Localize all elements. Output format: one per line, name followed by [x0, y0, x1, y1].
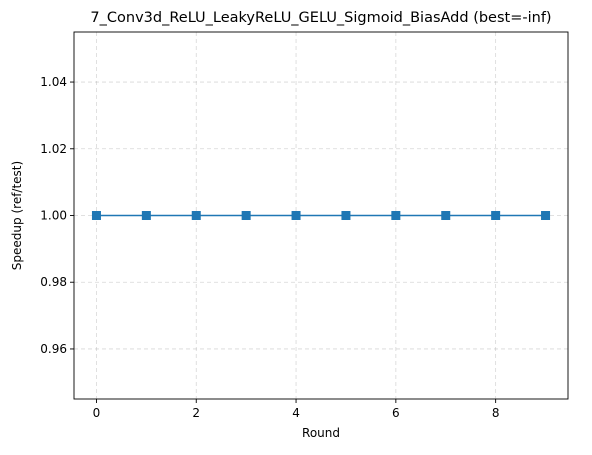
- y-tick-label: 1.00: [40, 209, 67, 223]
- x-tick-label: 2: [192, 406, 200, 420]
- data-point: [241, 211, 251, 220]
- series-layer: [91, 211, 551, 220]
- chart-title: 7_Conv3d_ReLU_LeakyReLU_GELU_Sigmoid_Bia…: [90, 10, 551, 26]
- data-point: [291, 211, 301, 220]
- x-tick-label: 0: [93, 406, 101, 420]
- data-point: [141, 211, 151, 220]
- x-tick-label: 4: [292, 406, 300, 420]
- y-tick-label: 1.04: [40, 75, 67, 89]
- data-point: [391, 211, 401, 220]
- y-axis-label: Speedup (ref/test): [10, 161, 24, 270]
- data-point: [441, 211, 451, 220]
- ticks: 0 2 4 6 8 0.96 0.98 1.00 1.02 1.04: [40, 75, 499, 420]
- y-tick-label: 1.02: [40, 142, 67, 156]
- data-point: [341, 211, 351, 220]
- data-point: [541, 211, 551, 220]
- data-point: [491, 211, 501, 220]
- x-axis-label: Round: [302, 426, 340, 440]
- data-point: [191, 211, 201, 220]
- data-point: [91, 211, 101, 220]
- x-tick-label: 6: [392, 406, 400, 420]
- y-tick-label: 0.96: [40, 342, 67, 356]
- y-tick-label: 0.98: [40, 275, 67, 289]
- x-tick-label: 8: [492, 406, 500, 420]
